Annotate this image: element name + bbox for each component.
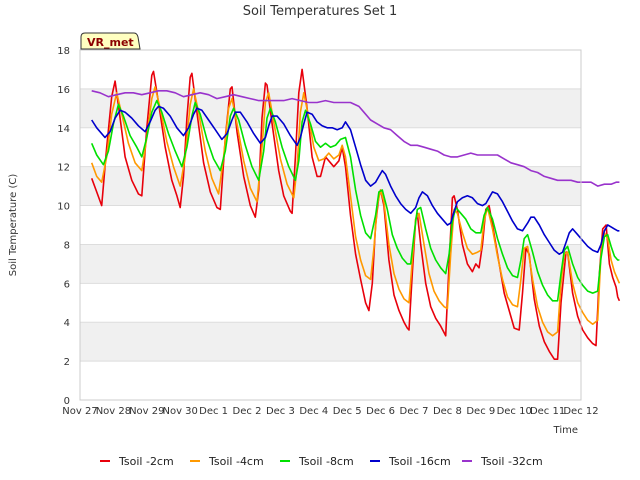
x-tick-label: Dec 5 [333, 406, 362, 417]
x-tick-label: Nov 27 [62, 406, 97, 417]
y-axis-ticks: 0 2 4 6 8 10 12 14 16 18 [57, 46, 70, 407]
x-tick-label: Dec 2 [233, 406, 262, 417]
annotation-text: VR_met [87, 36, 134, 49]
x-tick-label: Dec 9 [466, 406, 495, 417]
legend-label: Tsoil -16cm [388, 455, 451, 468]
x-tick-label: Dec 3 [266, 406, 295, 417]
series-line [91, 90, 620, 187]
y-tick-label: 2 [64, 357, 70, 368]
y-tick-label: 18 [57, 46, 70, 57]
legend-label: Tsoil -4cm [208, 455, 264, 468]
x-tick-label: Nov 28 [96, 406, 131, 417]
series-line [90, 99, 620, 302]
x-tick-label: Dec 10 [497, 406, 532, 417]
series-line [90, 86, 621, 337]
plot-frame [79, 49, 582, 401]
y-tick-label: 6 [64, 279, 70, 290]
band [80, 166, 581, 206]
legend-label: Tsoil -2cm [118, 455, 174, 468]
y-tick-label: 10 [57, 202, 70, 213]
y-tick-label: 14 [57, 124, 70, 135]
legend: Tsoil -2cm Tsoil -4cm Tsoil -8cm Tsoil -16c… [100, 455, 543, 468]
y-tick-label: 16 [57, 85, 70, 96]
x-tick-label: Dec 7 [400, 406, 429, 417]
band [80, 322, 581, 362]
x-tick-label: Dec 11 [530, 406, 565, 417]
y-axis-label: Soil Temperature (C) [8, 174, 19, 277]
x-tick-label: Dec 12 [563, 406, 598, 417]
band [80, 88, 581, 128]
y-tick-label: 0 [64, 396, 70, 407]
x-tick-label: Dec 8 [433, 406, 462, 417]
x-tick-label: Nov 29 [129, 406, 164, 417]
y-tick-label: 4 [64, 318, 70, 329]
annotation-box [80, 32, 141, 50]
x-tick-label: Dec 1 [199, 406, 228, 417]
chart-title: Soil Temperatures Set 1 [243, 4, 398, 19]
legend-label: Tsoil -32cm [480, 455, 543, 468]
x-axis-label: Time [553, 425, 578, 436]
y-tick-label: 8 [64, 240, 70, 251]
y-tick-label: 12 [57, 163, 70, 174]
x-tick-label: Dec 4 [299, 406, 328, 417]
x-tick-label: Nov 30 [162, 406, 197, 417]
series-lines [90, 68, 621, 360]
legend-label: Tsoil -8cm [298, 455, 354, 468]
vr-met-annotation: VR_met [80, 32, 141, 50]
series-line [91, 105, 620, 255]
x-tick-label: Dec 6 [366, 406, 395, 417]
